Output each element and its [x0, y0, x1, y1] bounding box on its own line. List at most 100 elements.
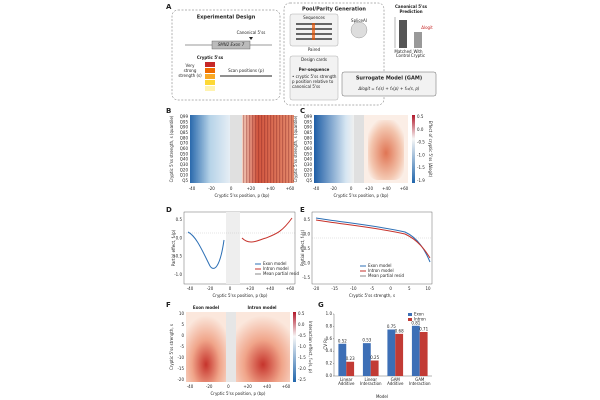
design-card: [289, 55, 339, 101]
y-tick-label: 0.0: [326, 373, 333, 378]
subplot-title: Exon model: [193, 305, 220, 310]
y-tick-label: 0.5: [304, 217, 311, 222]
y-tick-label: 0: [181, 333, 184, 338]
y-tick-label: Q40: [304, 157, 313, 162]
x-tick-label: -10: [350, 286, 357, 291]
x-axis-label: Cryptic 5'ss position, p (bp): [334, 193, 389, 198]
strength-swatch: [205, 80, 215, 85]
heatmap-exon: [190, 115, 230, 183]
card-title: Design cards: [301, 57, 327, 62]
y-tick-label: 0.0: [298, 322, 305, 327]
x-axis-label: Cryptic 5'ss position, p (bp): [213, 293, 268, 298]
x-tick-label: 0: [227, 384, 230, 389]
colorbar: [412, 115, 415, 183]
bar-value-label: 0.25: [370, 355, 379, 360]
y-tick-label: Q80: [304, 135, 313, 140]
heatmap-texture: [242, 115, 294, 183]
legend-label: Intron model: [368, 268, 394, 273]
x-tick-label: +40: [382, 186, 391, 191]
panel-label: B: [166, 107, 171, 115]
strength-swatch: [205, 74, 215, 79]
illustration-bar: [399, 20, 407, 48]
y-axis-label: Partial effect, f₁(s): [300, 230, 305, 266]
x-tick-label: -5: [370, 286, 374, 291]
spliceai-icon: [350, 21, 368, 39]
y-tick-label: -1.0: [298, 344, 306, 349]
x-tick-label: +20: [365, 186, 374, 191]
prediction-title: Canonical 5'ss: [395, 4, 428, 9]
contour-intron: [236, 312, 290, 382]
y-tick-label: -2.0: [298, 366, 306, 371]
y-tick-label: -1.9: [417, 178, 425, 183]
y-tick-label: -2.5: [298, 377, 306, 382]
x-tick-label: +60: [282, 384, 291, 389]
bar: [338, 343, 347, 376]
exon-curve: [315, 217, 431, 263]
y-tick-label: Q85: [180, 130, 189, 135]
panel-label: D: [166, 206, 172, 214]
x-tick-label: Additive: [338, 381, 355, 386]
y-tick-label: Q60: [304, 146, 313, 151]
card-title: Per-sequence: [299, 67, 330, 72]
heatmap-exon: [314, 115, 354, 183]
strength-swatch: [205, 68, 215, 73]
bar-label: Cryptic: [411, 53, 425, 58]
heatmap-gap: [354, 115, 364, 183]
y-axis-label: Cryptic 5'ss strength, s (quantile): [169, 115, 174, 182]
y-tick-label: -15: [177, 366, 184, 371]
legend-swatch: [408, 318, 412, 321]
x-tick-label: -40: [189, 186, 196, 191]
cryptic-label: Cryptic 5'ss: [197, 55, 224, 60]
x-tick-label: +40: [266, 286, 275, 291]
legend-label: Intron model: [263, 266, 289, 271]
intron-curve: [241, 217, 293, 243]
delta-label: Δlogit: [421, 25, 433, 30]
y-tick-label: Q10: [304, 173, 313, 178]
bar: [387, 329, 396, 376]
x-tick-label: 10: [425, 286, 431, 291]
y-tick-label: -0.5: [417, 140, 425, 145]
x-tick-label: 0: [230, 186, 233, 191]
y-axis-label: CV R²: [323, 338, 328, 350]
x-tick-label: Interaction: [409, 381, 431, 386]
legend-label: Intron: [414, 317, 426, 322]
y-tick-label: 0.0: [417, 127, 424, 132]
bar-value-label: 0.23: [346, 356, 355, 361]
y-tick-label: 0.5: [298, 311, 305, 316]
panel-label: F: [166, 301, 171, 309]
x-axis-label: Cryptic 5'ss position, p (bp): [215, 193, 270, 198]
y-tick-label: -1.0: [417, 152, 425, 157]
scan-label: Scan positions (p): [228, 68, 264, 73]
x-tick-label: Linear: [340, 377, 353, 382]
y-tick-label: -0.5: [298, 333, 306, 338]
bar-value-label: 0.71: [419, 326, 428, 331]
x-tick-label: -20: [330, 186, 337, 191]
bar: [411, 325, 420, 376]
y-tick-label: 1.0: [326, 311, 333, 316]
exon-box: [211, 40, 251, 50]
intron-curve: [315, 219, 431, 259]
strength-text: strong: [184, 68, 197, 73]
gam-title: Surrogate Model (GAM): [356, 76, 422, 82]
y-tick-label: Q50: [304, 151, 313, 156]
spliceai-label: SpliceAI: [351, 18, 367, 23]
bar-value-label: 0.75: [387, 324, 396, 329]
y-tick-label: -1.5: [302, 275, 310, 280]
y-tick-label: 0.0: [304, 232, 311, 237]
box-title: Pool/Parity Generation: [302, 7, 366, 13]
box-title: Experimental Design: [197, 15, 256, 21]
paired-label: Paired: [308, 47, 321, 52]
y-tick-label: Q85: [304, 130, 313, 135]
bar: [395, 333, 404, 376]
y-tick-label: Q70: [304, 141, 313, 146]
illustration-bar: [414, 32, 422, 48]
x-tick-label: -20: [206, 384, 213, 389]
x-axis-label: Cryptic 5'ss position, p (bp): [211, 391, 266, 396]
y-tick-label: Q30: [304, 162, 313, 167]
y-tick-label: 5: [181, 322, 184, 327]
y-tick-label: Q99: [304, 114, 313, 119]
y-tick-label: -20: [177, 377, 184, 382]
bar-value-label: 0.68: [395, 328, 404, 333]
y-tick-label: Q60: [180, 146, 189, 151]
